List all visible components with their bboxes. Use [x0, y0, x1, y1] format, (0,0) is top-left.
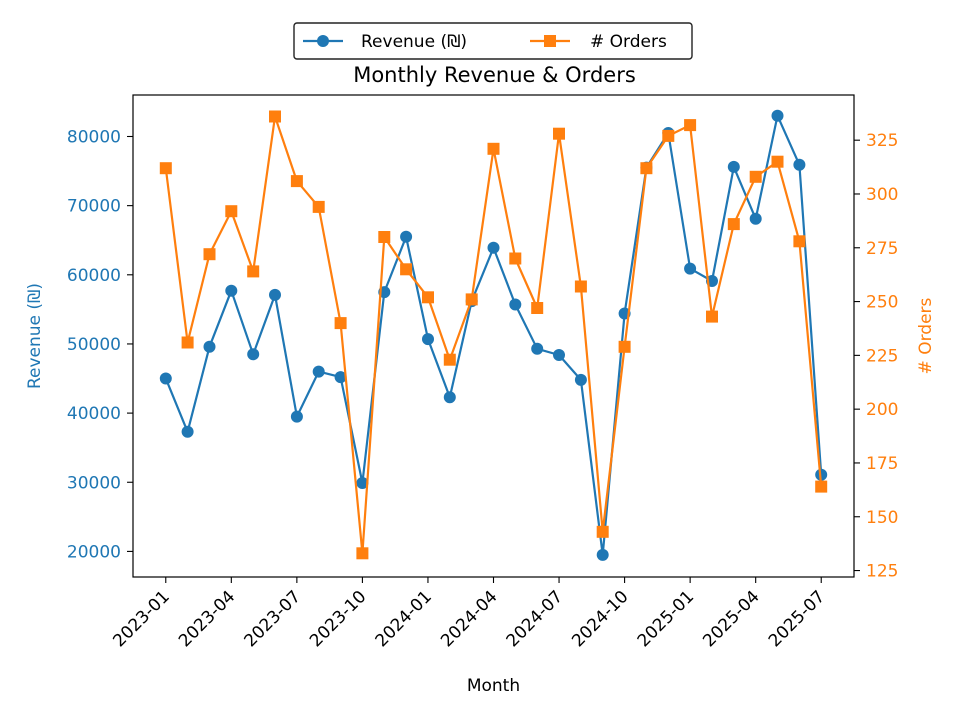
revenue-point-2023-04	[225, 284, 238, 297]
orders-point-2023-03	[203, 248, 216, 261]
orders-point-2023-04	[225, 205, 238, 218]
x-tick-label: 2024-04	[437, 587, 501, 651]
orders-series-line	[164, 115, 823, 555]
chart-title: Monthly Revenue & Orders	[353, 63, 636, 87]
orders-point-2024-09	[596, 525, 609, 538]
orders-point-2024-10	[618, 340, 631, 353]
y-right-tick-label: 150	[866, 508, 898, 528]
x-axis-label: Month	[467, 676, 520, 696]
orders-point-2023-10	[356, 547, 369, 560]
orders-point-2025-05	[771, 155, 784, 168]
orders-point-2023-11	[378, 231, 391, 243]
revenue-point-2024-05	[509, 298, 522, 311]
y-right-axis-label: # Orders	[916, 297, 936, 374]
revenue-point-2023-05	[247, 348, 260, 361]
orders-point-2023-05	[247, 265, 260, 278]
legend-box	[293, 22, 693, 60]
y-left-tick-label: 40000	[67, 404, 121, 424]
y-right-tick-label: 275	[866, 239, 898, 259]
x-tick-label: 2024-01	[372, 587, 436, 651]
y-left-tick-label: 20000	[67, 542, 121, 562]
revenue-point-2024-02	[443, 391, 456, 404]
revenue-point-2024-01	[422, 333, 434, 346]
revenue-point-2023-10	[356, 477, 369, 489]
orders-point-2023-08	[312, 200, 325, 213]
y-right-tick-label: 300	[866, 185, 898, 205]
revenue-point-2024-06	[531, 342, 544, 355]
orders-point-2025-07	[815, 480, 828, 493]
y-left-axis-label: Revenue (₪)	[25, 283, 45, 389]
y-right-tick-label: 125	[866, 562, 898, 582]
y-left-tick-label: 50000	[67, 335, 121, 355]
x-tick-label: 2023-10	[306, 587, 370, 651]
orders-point-2024-02	[443, 353, 456, 366]
revenue-series-line	[164, 114, 823, 557]
legend-revenue-marker	[317, 35, 329, 47]
revenue-point-2024-08	[574, 373, 587, 386]
x-tick-label: 2023-07	[241, 587, 305, 651]
y-left-tick-label: 30000	[67, 473, 121, 493]
y-right-tick-label: 225	[866, 346, 898, 366]
orders-point-2024-12	[662, 129, 675, 142]
y-left-tick-label: 80000	[67, 127, 121, 147]
legend-orders-label: # Orders	[590, 32, 667, 52]
revenue-point-2025-06	[793, 158, 806, 171]
y-right-tick-label: 175	[866, 454, 898, 474]
orders-point-2024-04	[487, 142, 500, 155]
revenue-point-2023-01	[159, 372, 172, 385]
x-tick-label: 2023-04	[175, 587, 239, 651]
orders-point-2024-06	[531, 302, 544, 314]
orders-point-2023-07	[290, 175, 303, 188]
x-tick-label: 2025-04	[699, 587, 763, 651]
y-right-tick-label: 325	[866, 131, 898, 151]
revenue-point-2023-08	[312, 365, 325, 378]
revenue-point-2023-12	[400, 230, 413, 243]
revenue-point-2025-03	[727, 160, 740, 173]
orders-point-2023-09	[334, 317, 347, 330]
orders-point-2023-01	[159, 162, 172, 175]
orders-point-2024-11	[640, 162, 653, 175]
x-tick-label: 2024-10	[568, 587, 632, 651]
revenue-point-2023-02	[181, 425, 194, 438]
orders-point-2024-05	[509, 252, 522, 265]
orders-point-2024-08	[574, 280, 587, 293]
revenue-point-2025-04	[749, 212, 762, 225]
orders-point-2025-03	[727, 218, 740, 231]
revenue-point-2025-01	[684, 262, 697, 275]
revenue-point-2024-09	[596, 548, 609, 561]
x-tick-label: 2023-01	[109, 587, 173, 651]
revenue-point-2023-03	[203, 340, 216, 353]
orders-point-2024-07	[553, 127, 565, 140]
y-right-tick-label: 250	[866, 293, 898, 313]
legend-revenue-label: Revenue (₪)	[361, 32, 467, 52]
revenue-point-2025-05	[771, 109, 784, 122]
y-right-tick-label: 200	[866, 400, 898, 420]
orders-point-2023-02	[181, 336, 194, 349]
revenue-point-2023-07	[290, 410, 303, 423]
x-tick-label: 2025-01	[634, 587, 698, 651]
x-tick-label: 2024-07	[503, 587, 567, 651]
orders-point-2024-03	[465, 293, 478, 306]
revenue-point-2023-09	[334, 371, 347, 384]
plot-frame	[132, 94, 855, 578]
revenue-point-2023-06	[269, 288, 281, 301]
x-tick-label: 2025-07	[765, 587, 829, 651]
orders-point-2025-01	[684, 119, 697, 132]
orders-point-2025-06	[793, 235, 806, 248]
orders-point-2023-06	[269, 110, 281, 123]
orders-point-2023-12	[400, 263, 413, 276]
y-left-tick-label: 70000	[67, 197, 121, 217]
orders-point-2025-02	[706, 310, 718, 323]
y-left-tick-label: 60000	[67, 266, 121, 286]
orders-point-2025-04	[749, 170, 762, 183]
revenue-point-2024-07	[553, 349, 565, 361]
orders-point-2024-01	[422, 291, 434, 304]
legend-orders-marker	[544, 35, 556, 47]
revenue-point-2024-04	[487, 241, 500, 254]
